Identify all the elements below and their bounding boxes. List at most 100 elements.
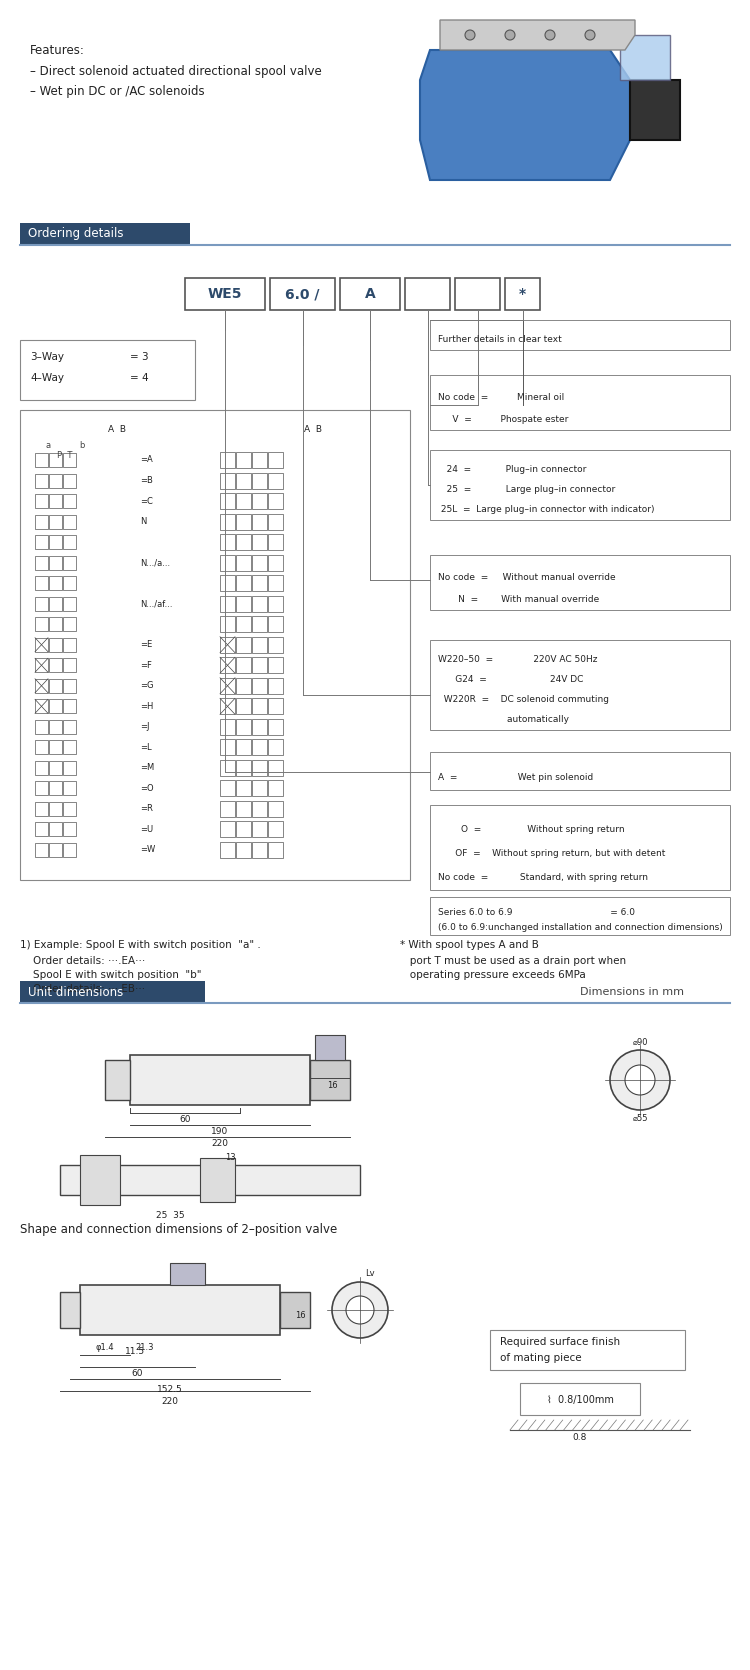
Bar (455, 277, 500, 311)
Text: =E: =E (140, 640, 152, 650)
Bar (430, 640, 730, 730)
Text: b: b (80, 441, 85, 449)
Text: WE5: WE5 (208, 287, 242, 301)
Text: 16: 16 (295, 1311, 306, 1319)
Bar (35, 678, 48, 693)
Bar (200, 1157, 235, 1202)
Bar (49, 453, 62, 468)
Bar (268, 658, 283, 673)
Text: ⌀90: ⌀90 (632, 1037, 648, 1047)
Text: 16: 16 (327, 1082, 338, 1091)
Circle shape (625, 1065, 655, 1096)
Bar (268, 473, 283, 489)
Bar (236, 493, 251, 509)
Bar (35, 822, 48, 837)
Bar (49, 618, 62, 631)
Text: automatically: automatically (438, 715, 569, 725)
Bar (63, 556, 76, 569)
Circle shape (505, 30, 515, 40)
Bar (49, 576, 62, 590)
Text: =F: =F (140, 661, 152, 670)
Bar (63, 802, 76, 817)
Bar (63, 740, 76, 755)
Bar (252, 636, 267, 653)
Bar (252, 822, 267, 837)
Text: 25  =            Large plug–in connector: 25 = Large plug–in connector (438, 486, 615, 494)
Polygon shape (420, 50, 630, 180)
Text: 25  35: 25 35 (156, 1211, 184, 1219)
Bar (236, 514, 251, 529)
Text: 152.5: 152.5 (158, 1384, 183, 1393)
Bar (220, 740, 235, 755)
Bar (220, 718, 235, 735)
Bar (520, 1383, 640, 1414)
Bar (49, 474, 62, 488)
Bar (35, 514, 48, 529)
Bar (430, 449, 730, 519)
Bar (63, 638, 76, 651)
Text: 4–Way: 4–Way (30, 372, 64, 382)
Bar (236, 554, 251, 571)
Bar (220, 473, 235, 489)
Bar (236, 636, 251, 653)
Bar (220, 636, 235, 653)
Text: W220R  =    DC solenoid commuting: W220R = DC solenoid commuting (438, 695, 609, 705)
Bar (220, 596, 235, 611)
Circle shape (545, 30, 555, 40)
Bar (252, 616, 267, 633)
Text: 25L  =  Large plug–in connector with indicator): 25L = Large plug–in connector with indic… (438, 506, 655, 514)
Bar (220, 493, 235, 509)
Bar (220, 534, 235, 549)
Text: operating pressure exceeds 6MPa: operating pressure exceeds 6MPa (400, 970, 586, 980)
Circle shape (332, 1283, 388, 1338)
Text: V  =          Phospate ester: V = Phospate ester (438, 414, 568, 424)
Bar (220, 842, 235, 858)
Text: Lv: Lv (365, 1269, 375, 1279)
Text: 0.8: 0.8 (573, 1433, 587, 1443)
Bar (220, 822, 235, 837)
Bar (80, 1156, 120, 1206)
Bar (35, 658, 48, 673)
Bar (63, 474, 76, 488)
Bar (63, 843, 76, 857)
Bar (340, 277, 400, 311)
Bar (236, 658, 251, 673)
Bar (49, 720, 62, 733)
Bar (35, 534, 48, 549)
Bar (220, 658, 235, 673)
Bar (20, 411, 410, 880)
Bar (236, 842, 251, 858)
Bar (105, 1060, 130, 1101)
Bar (268, 453, 283, 468)
Bar (63, 618, 76, 631)
Text: =J: =J (140, 723, 149, 731)
Bar (268, 678, 283, 693)
Bar (63, 534, 76, 549)
Bar (20, 980, 205, 1004)
Bar (49, 596, 62, 611)
Bar (63, 822, 76, 837)
Bar (49, 822, 62, 837)
Text: 1) Example: Spool E with switch position  "a" .: 1) Example: Spool E with switch position… (20, 940, 261, 950)
Text: Further details in clear text: Further details in clear text (438, 336, 562, 344)
Bar (236, 822, 251, 837)
Text: = 4: = 4 (130, 372, 149, 382)
Bar (49, 782, 62, 795)
Bar (35, 843, 48, 857)
Bar (252, 574, 267, 591)
Text: G24  =                      24V DC: G24 = 24V DC (438, 675, 584, 685)
Text: = 3: = 3 (130, 352, 149, 362)
Bar (49, 514, 62, 529)
Bar (430, 805, 730, 890)
Text: port T must be used as a drain port when: port T must be used as a drain port when (400, 955, 626, 965)
Bar (35, 596, 48, 611)
Bar (63, 658, 76, 673)
Bar (252, 473, 267, 489)
Bar (252, 658, 267, 673)
Bar (236, 534, 251, 549)
Text: Required surface finish: Required surface finish (500, 1338, 620, 1348)
Bar (268, 822, 283, 837)
Bar (268, 760, 283, 777)
Text: – Direct solenoid actuated directional spool valve: – Direct solenoid actuated directional s… (30, 65, 322, 78)
Bar (252, 554, 267, 571)
